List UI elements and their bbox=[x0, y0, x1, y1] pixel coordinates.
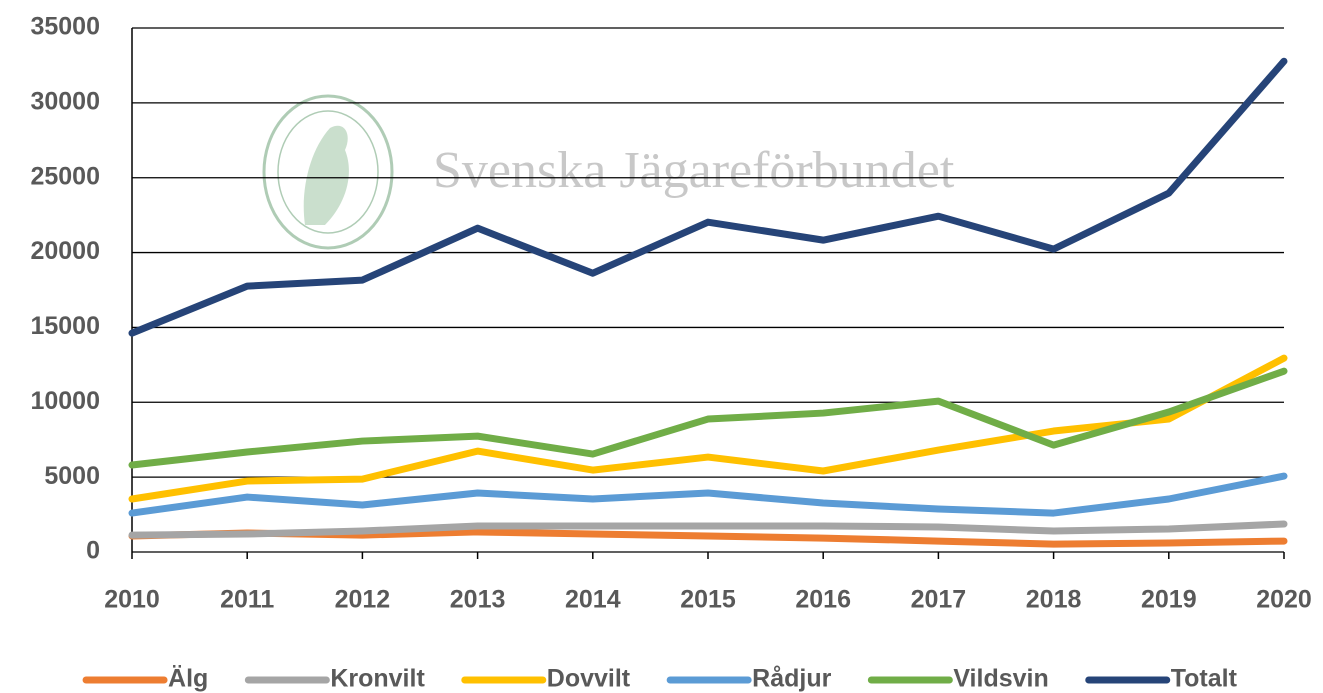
x-tick-label: 2020 bbox=[1256, 586, 1312, 614]
y-tick-label: 0 bbox=[86, 537, 100, 565]
x-tick-label: 2017 bbox=[911, 586, 967, 614]
legend-label: Rådjur bbox=[752, 665, 831, 693]
legend-label: Älg bbox=[168, 665, 208, 693]
logo bbox=[262, 94, 394, 250]
series-line bbox=[128, 354, 1288, 503]
y-tick-label: 5000 bbox=[44, 462, 100, 490]
y-tick-label: 35000 bbox=[30, 13, 100, 41]
x-tick-label: 2015 bbox=[680, 586, 736, 614]
y-tick-label: 20000 bbox=[30, 237, 100, 265]
y-tick-label: 10000 bbox=[30, 387, 100, 415]
x-tick-label: 2018 bbox=[1026, 586, 1082, 614]
y-tick-label: 25000 bbox=[30, 162, 100, 190]
x-tick-label: 2011 bbox=[220, 586, 274, 614]
legend-label: Totalt bbox=[1171, 665, 1238, 693]
y-tick-label: 15000 bbox=[30, 312, 100, 340]
series-line bbox=[128, 57, 1288, 337]
legend-label: Kronvilt bbox=[330, 665, 425, 693]
x-tick-label: 2019 bbox=[1141, 586, 1197, 614]
y-tick-label: 30000 bbox=[30, 87, 100, 115]
x-tick-label: 2012 bbox=[335, 586, 391, 614]
series-line bbox=[128, 472, 1288, 517]
legend-label: Vildsvin bbox=[953, 665, 1048, 693]
x-tick-label: 2014 bbox=[565, 586, 621, 614]
x-tick-label: 2016 bbox=[795, 586, 851, 614]
watermark: Svenska Jägareförbundet bbox=[433, 142, 955, 199]
x-tick-label: 2010 bbox=[104, 586, 160, 614]
series-line bbox=[128, 367, 1288, 469]
x-tick-label: 2013 bbox=[450, 586, 506, 614]
legend-label: Dovvilt bbox=[547, 665, 631, 693]
series-line bbox=[128, 520, 1288, 539]
